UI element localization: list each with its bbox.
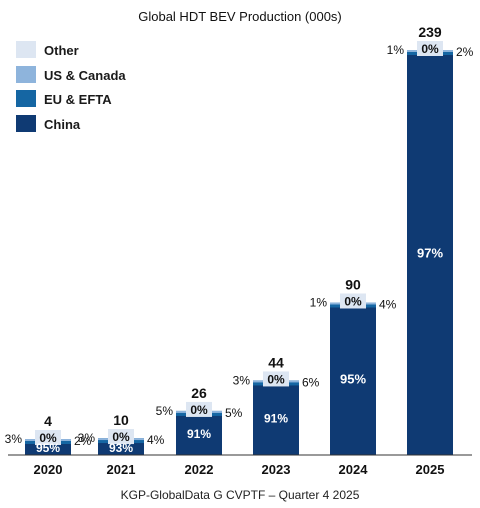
china-pct-label: 91% [264,412,288,426]
x-tick-label: 2024 [339,462,369,477]
data-labels: 40%3% 2%95%100%3% 4%93%260%5% 5%91%440%3% 6%… [5,24,474,455]
bar-segment-china [407,50,453,455]
china-pct-label: 97% [417,246,443,261]
china-pct-label: 91% [187,427,211,441]
bar-segment-other [263,371,289,387]
us-canada-pct-label: 3% [5,432,23,446]
bars [25,41,453,455]
x-tick-label: 2025 [416,462,445,477]
bar-segment-other [35,430,61,445]
china-pct-label: 95% [340,372,366,387]
x-tick-label: 2022 [185,462,214,477]
total-label: 44 [268,354,284,370]
total-label: 4 [44,413,52,429]
eu-efta-pct-label: 2% [74,434,92,448]
bar-segment-other [340,293,366,309]
eu-efta-pct-label: 4% [379,297,397,311]
legend-swatch-eu-efta [16,90,36,107]
eu-efta-pct-label: 2% [456,45,474,59]
us-canada-pct-label: 3% [233,373,251,387]
other-pct-label: 0% [344,294,362,308]
x-axis-ticks: 2020 2021 2022 2023 2024 2025 [34,462,445,477]
china-pct-label: 93% [109,441,133,455]
eu-efta-pct-label: 5% [225,406,243,420]
bar-segment-china [176,410,222,455]
x-tick-label: 2020 [34,462,63,477]
other-pct-label: 0% [267,372,285,386]
legend-label-other: Other [44,43,79,58]
legend-label-china: China [44,117,81,132]
total-label: 26 [191,385,207,401]
legend-swatch-china [16,115,36,132]
china-pct-label: 95% [36,441,60,455]
chart-title: Global HDT BEV Production (000s) [138,9,342,24]
legend-swatch-other [16,41,36,58]
other-pct-label: 0% [112,430,130,444]
other-pct-label: 0% [421,42,439,56]
us-canada-pct-label: 1% [310,295,328,309]
legend-label-eu-efta: EU & EFTA [44,92,112,107]
bar-segment-other [417,41,443,56]
chart-source: KGP-GlobalData G CVPTF – Quarter 4 2025 [121,488,360,502]
us-canada-pct-label: 5% [156,404,174,418]
us-canada-pct-label: 1% [387,43,405,57]
total-label: 90 [345,276,361,292]
x-tick-label: 2021 [107,462,136,477]
bar-segment-other [108,429,134,445]
bar-segment-china [330,302,376,455]
bar-segment-other [186,401,212,417]
us-canada-pct-label: 3% [78,431,96,445]
x-tick-label: 2023 [262,462,291,477]
bar-segment-china [253,380,299,455]
eu-efta-pct-label: 6% [302,375,320,389]
other-pct-label: 0% [190,403,208,417]
total-label: 239 [418,24,442,40]
eu-efta-pct-label: 4% [147,433,165,447]
legend: Other US & Canada EU & EFTA China [16,41,126,132]
legend-label-us-canada: US & Canada [44,68,126,83]
other-pct-label: 0% [39,431,57,445]
total-label: 10 [113,412,129,428]
legend-swatch-us-canada [16,66,36,83]
